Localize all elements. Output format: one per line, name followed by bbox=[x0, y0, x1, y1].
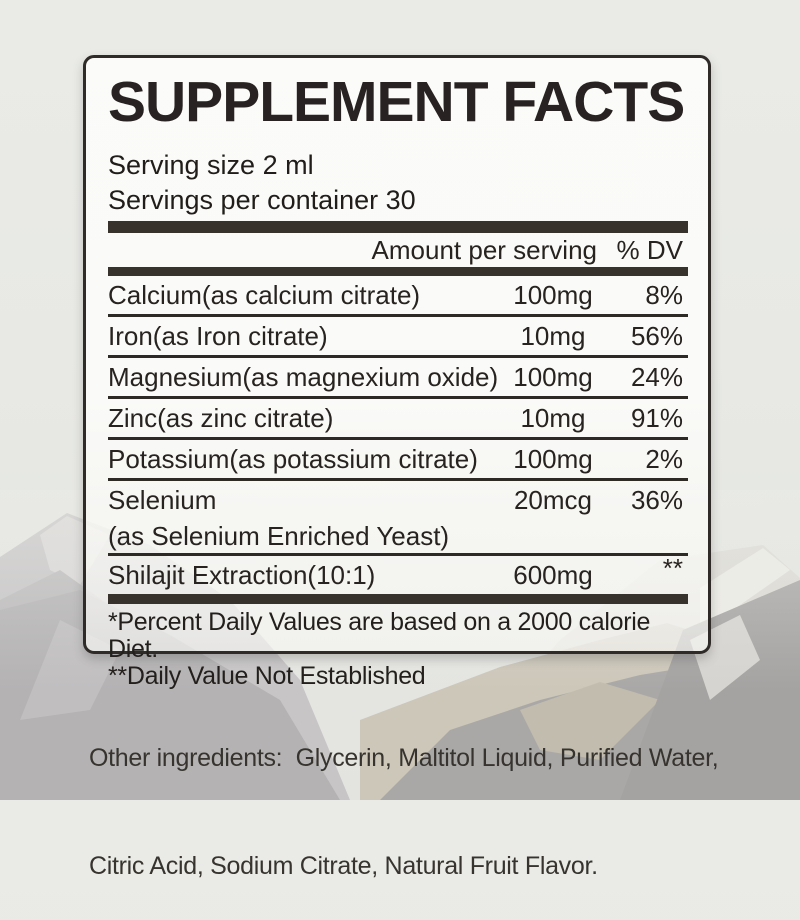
table-row: Potassium(as potassium citrate) 100mg 2% bbox=[108, 440, 688, 481]
footnote-not-established: **Daily Value Not Established bbox=[108, 662, 426, 690]
nutrient-amount: 10mg bbox=[520, 403, 586, 433]
nutrient-note: (as Selenium Enriched Yeast) bbox=[108, 521, 450, 551]
divider-bar-header bbox=[108, 267, 688, 276]
panel-title: SUPPLEMENT FACTS bbox=[108, 70, 685, 134]
divider-bar-top bbox=[108, 221, 688, 233]
footnote-percent-dv: *Percent Daily Values are based on a 200… bbox=[108, 608, 651, 663]
ingredients-line: Other ingredients: Glycerin, Maltitol Li… bbox=[89, 744, 719, 772]
ingredients-line: Citric Acid, Sodium Citrate, Natural Fru… bbox=[89, 852, 598, 880]
dv-column-header: % DV bbox=[616, 235, 683, 265]
divider-bar-bottom bbox=[108, 594, 688, 604]
nutrient-dv: ** bbox=[662, 553, 683, 583]
nutrient-dv: 36% bbox=[630, 485, 683, 515]
nutrient-amount: 600mg bbox=[513, 560, 593, 590]
nutrient-name: Magnesium(as magnexium oxide) bbox=[108, 362, 499, 392]
table-row: Selenium 20mcg 36% (as Selenium Enriched Ye… bbox=[108, 481, 688, 556]
serving-size: Serving size 2 ml bbox=[108, 150, 314, 180]
nutrient-amount: 100mg bbox=[513, 444, 593, 474]
page-background: { "label": { "title": "SUPPLEMENT FACTS"… bbox=[0, 0, 800, 880]
table-row: Zinc(as zinc citrate) 10mg 91% bbox=[108, 399, 688, 440]
table-row: Magnesium(as magnexium oxide) 100mg 24% bbox=[108, 358, 688, 399]
other-ingredients: Other ingredients: Glycerin, Maltitol Li… bbox=[89, 668, 789, 920]
nutrient-name: Zinc(as zinc citrate) bbox=[108, 403, 334, 433]
nutrient-name: Selenium bbox=[108, 485, 217, 515]
table-row: Iron(as Iron citrate) 10mg 56% bbox=[108, 317, 688, 358]
amount-column-header: Amount per serving bbox=[371, 235, 597, 265]
table-row: Calcium(as calcium citrate) 100mg 8% bbox=[108, 276, 688, 317]
nutrient-name: Iron(as Iron citrate) bbox=[108, 321, 328, 351]
nutrient-amount: 20mcg bbox=[513, 485, 593, 515]
nutrient-dv: 56% bbox=[630, 321, 683, 351]
nutrient-dv: 2% bbox=[645, 444, 683, 474]
nutrient-dv: 8% bbox=[645, 280, 683, 310]
nutrient-amount: 100mg bbox=[513, 280, 593, 310]
servings-per-container: Servings per container 30 bbox=[108, 185, 416, 215]
table-row: Shilajit Extraction(10:1) 600mg ** bbox=[108, 553, 688, 594]
supplement-facts-panel: SUPPLEMENT FACTS Serving size 2 ml Servi… bbox=[83, 55, 711, 690]
nutrient-amount: 100mg bbox=[513, 362, 593, 392]
nutrient-name: Calcium(as calcium citrate) bbox=[108, 280, 421, 310]
nutrient-name: Shilajit Extraction(10:1) bbox=[108, 560, 376, 590]
column-header-row: Amount per serving % DV bbox=[108, 233, 688, 267]
nutrient-dv: 91% bbox=[630, 403, 683, 433]
nutrition-table: Calcium(as calcium citrate) 100mg 8% Iron(a… bbox=[108, 276, 688, 594]
nutrient-amount: 10mg bbox=[520, 321, 586, 351]
nutrient-dv: 24% bbox=[630, 362, 683, 392]
nutrient-name: Potassium(as potassium citrate) bbox=[108, 444, 478, 474]
